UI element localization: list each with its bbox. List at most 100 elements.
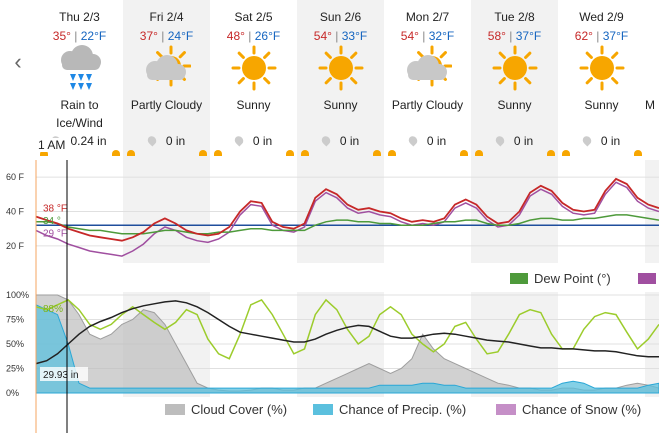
sunset-icon <box>286 150 294 156</box>
hourly-charts[interactable]: 60 F 40 F 20 F 38 °F34 °29 °F Dew Point (°) 1… <box>0 160 659 433</box>
high-temp: 54° <box>313 29 332 43</box>
sun-times <box>384 150 471 158</box>
legend-swatch <box>165 404 185 415</box>
condition-text: Sunny <box>584 98 619 112</box>
y-tick-label: 25% <box>6 364 24 374</box>
sunrise-icon <box>40 150 48 156</box>
legend-swatch <box>496 404 516 415</box>
temperature-value-label: 38 °F <box>43 204 67 215</box>
raindrop-icon <box>145 134 158 147</box>
condition-text: Rain to Ice/Wind <box>56 98 103 130</box>
low-temp: 32°F <box>428 29 455 43</box>
humidity-line <box>35 298 659 360</box>
sunrise-icon <box>388 150 396 156</box>
dew-point-legend-swatch <box>510 273 528 284</box>
precip-chance-area <box>35 304 659 394</box>
temperature-line <box>35 177 659 242</box>
day-temps: 54° | 32°F <box>400 29 455 43</box>
sunset-icon <box>112 150 120 156</box>
condition-text: Sunny <box>323 98 358 112</box>
sunrise-icon <box>127 150 135 156</box>
sun-times <box>297 150 384 158</box>
y-tick-label: 75% <box>6 315 24 325</box>
condition-text: Partly Cloudy <box>130 98 203 112</box>
sunset-icon <box>547 150 555 156</box>
rain-ice-icon <box>61 45 101 90</box>
y-tick-label: 20 F <box>6 241 25 251</box>
sunrise-icon <box>475 150 483 156</box>
daily-forecast-strip: Thu 2/3 35° | 22°F Rain to Ice/Wind 0.24… <box>36 0 659 160</box>
condition-text: Partly Cloudy <box>391 98 464 112</box>
feels-like-legend-swatch <box>638 273 656 284</box>
dew-point-legend-label: Dew Point (°) <box>534 271 611 286</box>
partly-cloudy-icon <box>146 45 191 87</box>
dew-point-value-label: 34 ° <box>43 216 61 227</box>
precip-amount: 0 in <box>471 133 558 148</box>
raindrop-icon <box>319 134 332 147</box>
low-temp: 24°F <box>167 29 194 43</box>
legend-swatch <box>313 404 333 415</box>
day-label: Mon 2/7 <box>405 10 450 24</box>
precip-amount: 0 in <box>558 133 645 148</box>
low-temp: 37°F <box>515 29 542 43</box>
precip-amount: 0 in <box>210 133 297 148</box>
sunset-icon <box>373 150 381 156</box>
sun-icon <box>579 45 625 91</box>
day-column[interactable]: Fri 2/4 37° | 24°F Partly Cloudy 0 in <box>123 0 210 160</box>
day-column[interactable]: Mon 2/7 54° | 32°F Partly Cloudy 0 in <box>384 0 471 160</box>
day-label: Thu 2/3 <box>59 10 100 24</box>
high-temp: 58° <box>487 29 506 43</box>
day-temps: 62° | 37°F <box>574 29 629 43</box>
prev-days-button[interactable]: ‹ <box>14 49 22 74</box>
y-tick-label: 60 F <box>6 172 25 182</box>
day-label: Sun 2/6 <box>319 10 362 24</box>
day-column[interactable]: Wed 2/9 62° | 37°F Sunny 0 in <box>558 0 645 160</box>
high-temp: 62° <box>574 29 593 43</box>
day-column[interactable]: Sun 2/6 54° | 33°F Sunny 0 in <box>297 0 384 160</box>
sunrise-icon <box>214 150 222 156</box>
humidity-value-label: 88% <box>43 304 63 315</box>
precip-amount: 0 in <box>297 133 384 148</box>
day-column[interactable]: Tue 2/8 58° | 37°F Sunny 0 in <box>471 0 558 160</box>
day-temps: 35° | 22°F <box>52 29 107 43</box>
sun-times <box>210 150 297 158</box>
low-temp: 22°F <box>80 29 107 43</box>
partly-cloudy-icon <box>407 45 452 87</box>
raindrop-icon <box>580 134 593 147</box>
sunset-icon <box>199 150 207 156</box>
day-column[interactable]: Thu 2/3 35° | 22°F Rain to Ice/Wind 0.24… <box>36 0 123 160</box>
day-temps: 37° | 24°F <box>139 29 194 43</box>
feels-like-line <box>35 181 659 257</box>
day-column[interactable]: Sat 2/5 48° | 26°F Sunny 0 in <box>210 0 297 160</box>
day-temps: 48° | 26°F <box>226 29 281 43</box>
day-label: Fri 2/4 <box>149 10 184 24</box>
y-tick-label: 0% <box>6 388 19 398</box>
sunrise-icon <box>562 150 570 156</box>
sun-icon <box>231 45 277 91</box>
raindrop-icon <box>232 134 245 147</box>
condition-text: Sunny <box>236 98 271 112</box>
low-temp: 33°F <box>341 29 368 43</box>
high-temp: 48° <box>226 29 245 43</box>
day-label: Wed 2/9 <box>579 10 624 24</box>
high-temp: 35° <box>52 29 71 43</box>
legend-label: Chance of Snow (%) <box>522 402 641 417</box>
sun-icon <box>492 45 538 91</box>
precip-amount: 0.24 in <box>36 133 123 148</box>
raindrop-icon <box>493 134 506 147</box>
feels-like-value-label: 29 °F <box>43 228 67 239</box>
day-label: Sat 2/5 <box>234 10 273 24</box>
pressure-value-label: 29.93 in <box>43 370 79 381</box>
sunset-icon <box>634 150 642 156</box>
precip-amount: 0 in <box>123 133 210 148</box>
partial-day-label: M <box>645 98 655 112</box>
sun-times <box>558 150 645 158</box>
sun-times <box>471 150 558 158</box>
sunrise-icon <box>301 150 309 156</box>
pressure-line <box>35 300 659 365</box>
low-temp: 37°F <box>602 29 629 43</box>
day-label: Tue 2/8 <box>494 10 535 24</box>
sunset-icon <box>460 150 468 156</box>
sun-times <box>123 150 210 158</box>
condition-text: Sunny <box>497 98 532 112</box>
